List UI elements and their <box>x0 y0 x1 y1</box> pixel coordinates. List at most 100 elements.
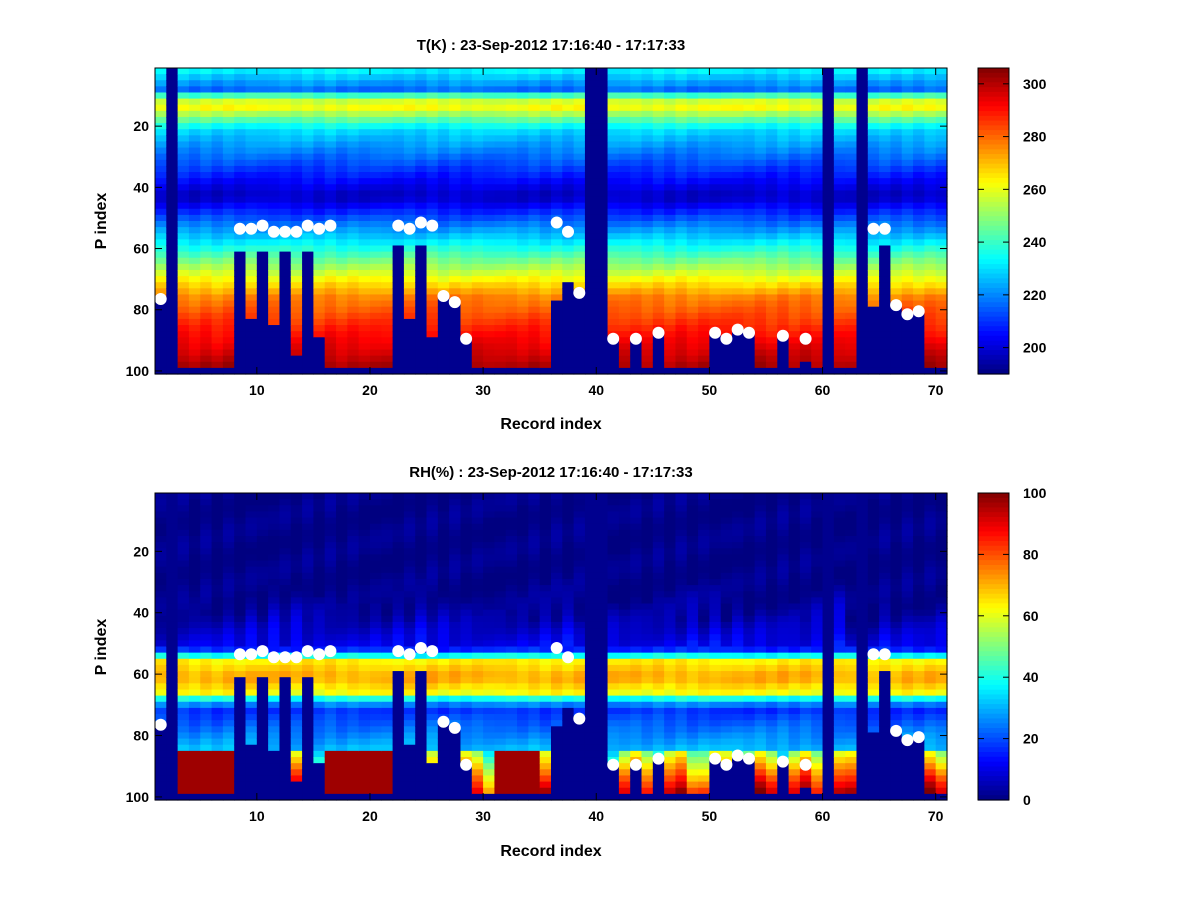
heatmap-column <box>505 68 518 375</box>
heatmap-cell <box>245 123 258 130</box>
heatmap-cell <box>369 578 382 586</box>
heatmap-cell <box>618 123 631 130</box>
heatmap-cell <box>358 726 371 734</box>
heatmap-cell <box>155 233 167 240</box>
heatmap-cell <box>562 263 575 271</box>
heatmap-cell <box>856 269 869 277</box>
colorbar-segment <box>978 292 1009 299</box>
heatmap-cell <box>358 720 371 727</box>
heatmap-cell <box>222 92 235 100</box>
heatmap-cell <box>313 245 326 253</box>
heatmap-cell <box>234 578 247 586</box>
heatmap-cell <box>245 361 258 369</box>
heatmap-cell <box>392 282 405 289</box>
heatmap-cell <box>324 214 337 222</box>
heatmap-cell <box>302 732 314 740</box>
heatmap-cell <box>732 337 744 344</box>
heatmap-cell <box>732 318 744 326</box>
heatmap-cell <box>573 282 586 289</box>
heatmap-cell <box>211 172 224 179</box>
heatmap-cell <box>867 92 880 100</box>
heatmap-cell <box>313 572 326 580</box>
heatmap-cell <box>245 178 258 185</box>
heatmap-cell <box>245 621 258 629</box>
heatmap-cell <box>245 68 258 75</box>
heatmap-cell <box>369 714 382 721</box>
heatmap-cell <box>573 214 586 222</box>
heatmap-cell <box>268 720 281 727</box>
heatmap-cell <box>686 355 699 363</box>
heatmap-cell <box>188 646 201 654</box>
heatmap-cell <box>155 634 167 641</box>
heatmap-cell <box>358 744 371 752</box>
heatmap-cell <box>675 239 688 247</box>
heatmap-cell <box>211 621 224 629</box>
heatmap-cell <box>618 318 631 326</box>
heatmap-cell <box>924 221 937 228</box>
heatmap-cell <box>211 325 224 332</box>
heatmap-cell <box>358 153 371 161</box>
heatmap-cell <box>403 720 416 727</box>
heatmap-cell <box>166 74 179 81</box>
heatmap-cell <box>415 245 428 253</box>
heatmap-cell <box>234 196 247 204</box>
heatmap-cell <box>200 683 213 691</box>
heatmap-cell <box>471 367 484 375</box>
heatmap-cell <box>652 202 665 210</box>
heatmap-cell <box>324 239 337 247</box>
heatmap-cell <box>211 123 224 130</box>
heatmap-cell <box>279 172 292 179</box>
heatmap-cell <box>890 116 903 124</box>
heatmap-cell <box>245 202 258 210</box>
heatmap-cell <box>471 306 484 314</box>
heatmap-cell <box>324 787 337 795</box>
heatmap-cell <box>403 337 416 344</box>
heatmap-cell <box>155 202 167 210</box>
heatmap-cell <box>336 585 348 592</box>
heatmap-cell <box>302 523 314 531</box>
heatmap-cell <box>415 288 428 296</box>
heatmap-cell <box>155 68 167 75</box>
heatmap-cell <box>256 80 269 87</box>
heatmap-cell <box>415 658 428 666</box>
heatmap-cell <box>245 239 258 247</box>
heatmap-cell <box>483 233 496 240</box>
heatmap-column <box>618 68 631 375</box>
heatmap-cell <box>743 269 756 277</box>
heatmap-cell <box>369 689 382 697</box>
heatmap-cell <box>381 269 394 277</box>
heatmap-cell <box>234 621 247 629</box>
heatmap-cell <box>879 257 892 265</box>
heatmap-cell <box>211 707 224 715</box>
heatmap-cell <box>358 548 371 555</box>
heatmap-cell <box>743 257 756 265</box>
heatmap-cell <box>279 288 292 296</box>
heatmap-cell <box>426 172 439 179</box>
heatmap-cell <box>675 208 688 216</box>
heatmap-cell <box>211 367 224 375</box>
heatmap-cell <box>777 92 790 100</box>
heatmap-cell <box>913 349 925 357</box>
heatmap-cell <box>732 294 744 302</box>
heatmap-cell <box>528 349 541 357</box>
heatmap-cell <box>811 233 824 240</box>
heatmap-cell <box>347 80 360 87</box>
heatmap-cell <box>698 318 710 326</box>
heatmap-cell <box>890 141 903 149</box>
heatmap-cell <box>211 92 224 100</box>
heatmap-cell <box>618 233 631 240</box>
heatmap-cell <box>935 153 948 161</box>
heatmap-cell <box>415 566 428 574</box>
heatmap-cell <box>313 738 326 746</box>
heatmap-cell <box>211 499 224 506</box>
heatmap-cell <box>426 597 439 605</box>
heatmap-cell <box>245 300 258 308</box>
heatmap-cell <box>403 306 416 314</box>
heatmap-cell <box>415 110 428 118</box>
heatmap-cell <box>166 276 179 283</box>
heatmap-cell <box>811 116 824 124</box>
heatmap-cell <box>256 86 269 94</box>
heatmap-cell <box>358 325 371 332</box>
heatmap-cell <box>347 701 360 709</box>
heatmap-cell <box>324 80 337 87</box>
